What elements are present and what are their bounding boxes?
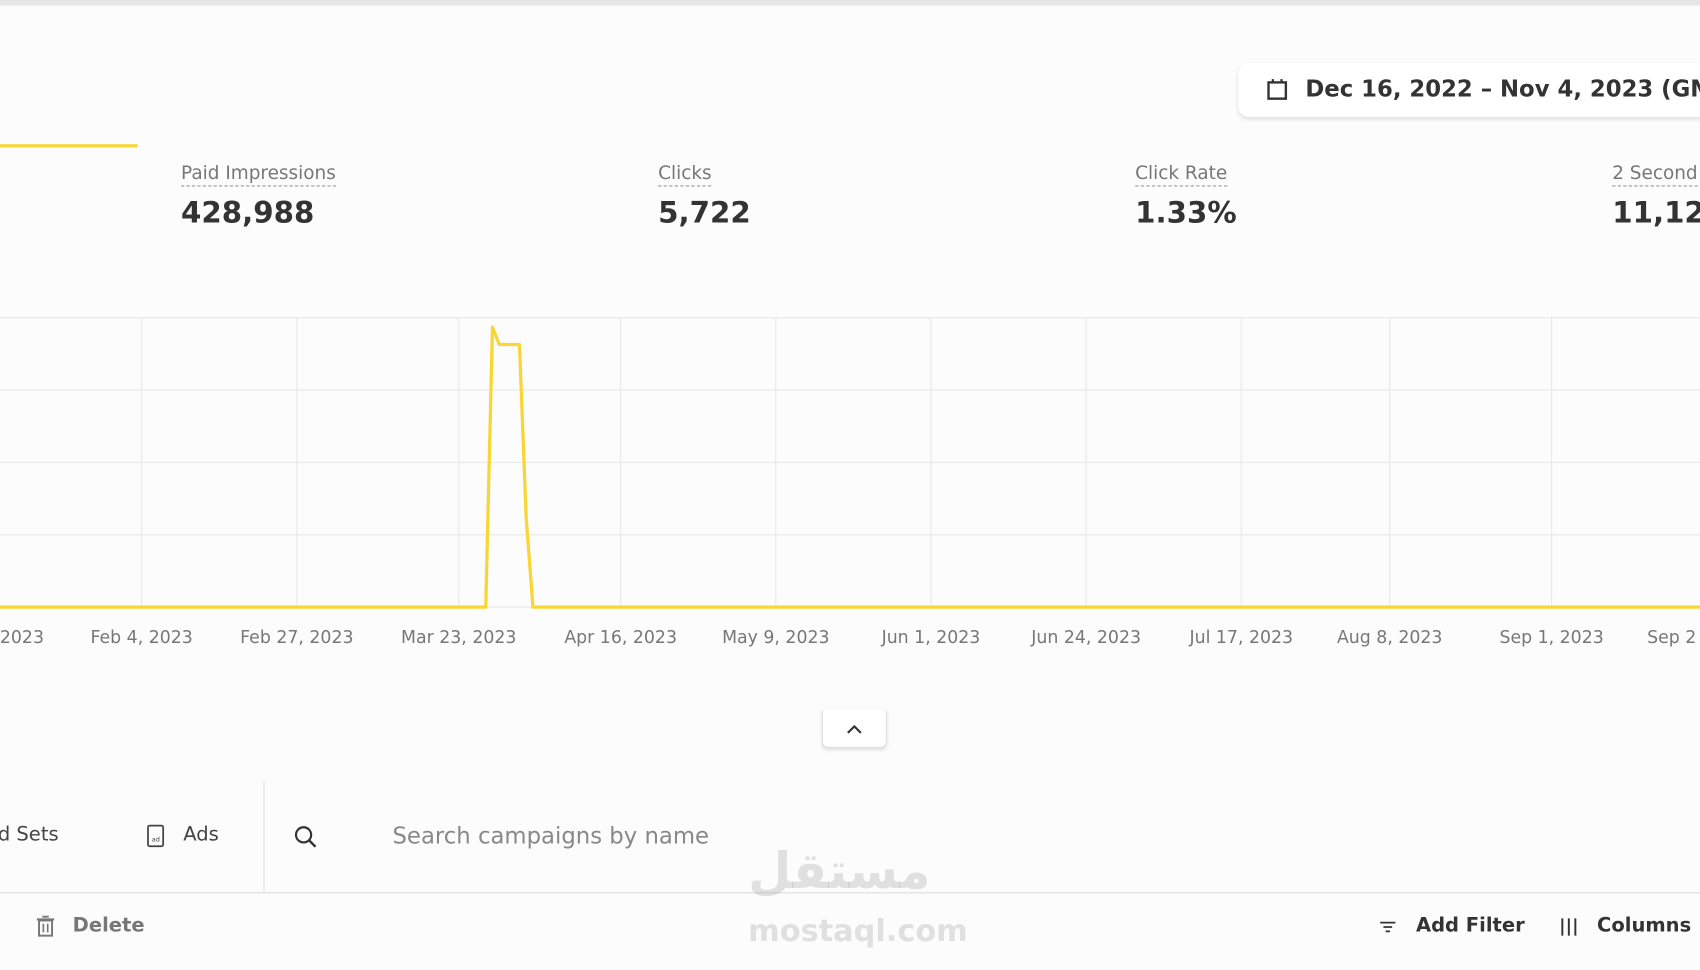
x-tick-label: Feb 27, 2023 <box>240 628 353 648</box>
metric-value: 11,12 <box>1612 196 1700 230</box>
metric-label[interactable]: 2 Second <box>1612 163 1698 187</box>
x-tick-label: Jul 17, 2023 <box>1188 628 1293 648</box>
metric-value: 5,722 <box>658 196 751 230</box>
metric-label[interactable]: Click Rate <box>1135 163 1228 187</box>
divider <box>263 780 265 893</box>
separator <box>0 892 1700 894</box>
columns-icon <box>1561 918 1577 936</box>
date-range[interactable]: Dec 16, 2022 – Nov 4, 2023 (GMT+3 <box>1305 75 1700 102</box>
ad-icon: ad <box>147 824 165 848</box>
search-input[interactable]: Search campaigns by name <box>392 822 710 849</box>
watermark-site: mostaql.com <box>748 912 968 949</box>
tab[interactable]: Ads <box>183 822 219 846</box>
svg-text:ad: ad <box>152 835 160 843</box>
trash-icon <box>36 915 55 937</box>
metric-label[interactable]: Paid Impressions <box>181 163 336 187</box>
x-tick-label: 2023 <box>0 628 44 648</box>
chart: 2023 Feb 4, 2023 Feb 27, 2023 Mar 23, 2023 A… <box>0 317 1700 648</box>
add-filter-button[interactable]: Add Filter <box>1415 913 1525 937</box>
filter-icon <box>1380 921 1396 933</box>
tab[interactable]: d Sets <box>0 822 59 846</box>
metric-label[interactable]: Clicks <box>658 163 712 187</box>
x-tick-label: Jun 1, 2023 <box>881 628 981 648</box>
line-series <box>0 325 1700 609</box>
columns-button[interactable]: Columns <box>1597 913 1692 937</box>
x-tick-label: Sep 1, 2023 <box>1499 628 1603 648</box>
x-tick-label: Sep 2 <box>1647 628 1696 648</box>
top-bar <box>0 0 1700 6</box>
watermark-logo: مستقل <box>748 841 931 900</box>
calendar-icon <box>1267 79 1288 100</box>
delete-button[interactable]: Delete <box>72 913 145 937</box>
x-tick-label: May 9, 2023 <box>722 628 829 648</box>
x-tick-label: Aug 8, 2023 <box>1337 628 1442 648</box>
search-icon <box>294 826 317 848</box>
x-tick-label: Mar 23, 2023 <box>401 628 516 648</box>
x-tick-label: Apr 16, 2023 <box>564 628 677 648</box>
metric-value: 1.33% <box>1135 196 1237 230</box>
x-tick-label: Feb 4, 2023 <box>91 628 193 648</box>
collapse-button[interactable] <box>821 710 887 749</box>
date-picker[interactable] <box>1238 62 1700 118</box>
chevron-up <box>847 724 862 734</box>
x-tick-label: Jun 24, 2023 <box>1030 628 1141 648</box>
active-tab-indicator <box>0 144 138 148</box>
metric-value: 428,988 <box>181 196 315 230</box>
